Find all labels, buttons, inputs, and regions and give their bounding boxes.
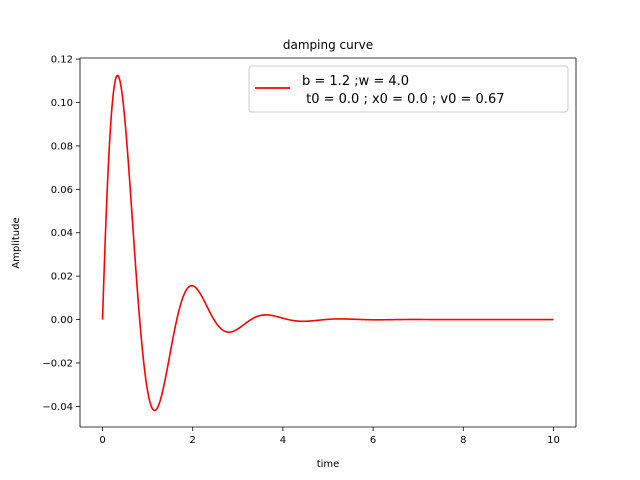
- plot-area: [79, 57, 577, 428]
- legend: b = 1.2 ;w = 4.0 t0 = 0.0 ; x0 = 0.0 ; v…: [248, 65, 569, 113]
- y-tick-label: 0.10: [51, 98, 73, 109]
- y-axis: −0.04 −0.02 0.00 0.02 0.04 0.06 0.08 0.10 0.12: [42, 55, 80, 413]
- y-tick-label: 0.04: [51, 228, 73, 239]
- x-tick-label: 6: [370, 435, 376, 446]
- y-tick-label: 0.02: [51, 272, 73, 283]
- y-tick-label: 0.08: [51, 141, 73, 152]
- x-tick-label: 4: [280, 435, 286, 446]
- legend-label-line-1: b = 1.2 ;w = 4.0: [302, 74, 409, 89]
- x-tick-label: 0: [99, 435, 105, 446]
- legend-label-line-2: t0 = 0.0 ; x0 = 0.0 ; v0 = 0.67: [302, 92, 504, 107]
- x-tick-label: 10: [547, 435, 560, 446]
- y-tick-label: 0.00: [51, 315, 73, 326]
- series-line-0: [101, 74, 554, 412]
- chart-title: damping curve: [283, 38, 373, 52]
- y-tick-label: −0.02: [42, 358, 73, 369]
- x-axis-label: time: [317, 459, 340, 470]
- y-tick-label: 0.06: [51, 185, 73, 196]
- x-tick-label: 8: [460, 435, 466, 446]
- x-tick-label: 2: [190, 435, 196, 446]
- x-axis: 0 2 4 6 8 10: [99, 427, 560, 446]
- y-axis-label: Amplitude: [11, 217, 22, 268]
- legend-box: [248, 65, 569, 113]
- y-tick-label: −0.04: [42, 402, 73, 413]
- y-tick-label: 0.12: [51, 55, 73, 66]
